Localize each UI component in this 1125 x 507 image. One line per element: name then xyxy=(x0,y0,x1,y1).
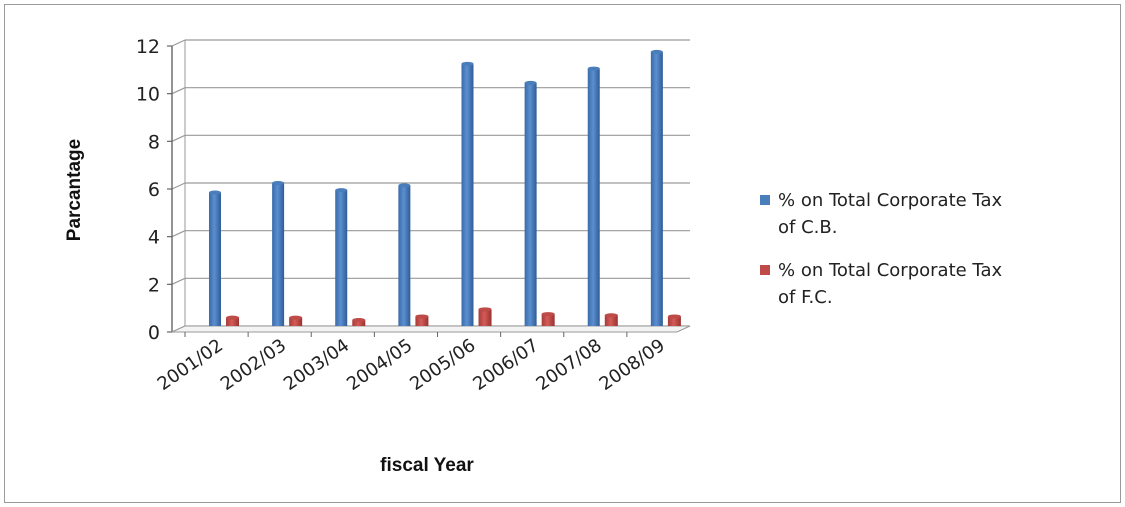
chart-floor xyxy=(171,325,691,333)
gridline-depth xyxy=(171,134,186,142)
bar-series1-2007/08 xyxy=(587,68,600,326)
bar-top-series2-2008/09 xyxy=(667,314,681,319)
legend-swatch-series2 xyxy=(760,265,770,275)
bar-series1-2004/05 xyxy=(398,185,411,326)
legend-label-series2: of F.C. xyxy=(778,287,833,308)
bar-series1-2008/09 xyxy=(650,51,663,327)
bar-series2-2008/09 xyxy=(667,316,681,326)
x-tick-label: 2005/06 xyxy=(406,335,479,395)
y-tick-label: 0 xyxy=(148,322,160,344)
bar-top-series1-2001/02 xyxy=(208,190,221,195)
bar-top-series2-2005/06 xyxy=(478,307,492,312)
bar-top-series1-2007/08 xyxy=(587,66,600,71)
bar-series2-2007/08 xyxy=(604,315,618,326)
x-tick-label: 2007/08 xyxy=(532,335,605,395)
x-tick-label: 2006/07 xyxy=(469,335,542,395)
axes xyxy=(167,40,691,337)
y-tick-label: 12 xyxy=(136,36,160,58)
y-tick-label: 6 xyxy=(148,179,160,201)
y-tick-label: 4 xyxy=(148,227,160,249)
bar-series1-2001/02 xyxy=(208,192,221,326)
x-tick-label: 2008/09 xyxy=(596,335,669,395)
x-tick-label: 2004/05 xyxy=(343,335,416,395)
x-tick-label: 2001/02 xyxy=(154,335,227,395)
bar-top-series2-2007/08 xyxy=(604,313,618,318)
bar-series2-2004/05 xyxy=(415,316,429,326)
bar-top-series2-2003/04 xyxy=(352,318,366,323)
gridline-depth xyxy=(171,277,186,285)
bar-series2-2001/02 xyxy=(226,317,240,326)
legend: % on Total Corporate Tax of C.B. % on Tota… xyxy=(760,190,1002,308)
gridline-depth xyxy=(171,230,186,238)
gridline-depth xyxy=(171,182,186,190)
bar-top-series2-2001/02 xyxy=(226,315,240,320)
bar-series2-2006/07 xyxy=(541,314,555,326)
y-tick-label: 8 xyxy=(148,131,160,153)
legend-label-series1: of C.B. xyxy=(778,217,837,238)
bar-top-series2-2004/05 xyxy=(415,314,429,319)
bar-series1-2006/07 xyxy=(524,82,537,327)
legend-label-series2: % on Total Corporate Tax xyxy=(778,260,1002,281)
y-tick-label: 2 xyxy=(148,274,160,296)
gridline-depth xyxy=(171,87,186,95)
legend-swatch-series1 xyxy=(760,195,770,205)
bar-series2-2005/06 xyxy=(478,309,492,326)
bar-series2-2003/04 xyxy=(352,320,366,326)
y-axis-title: Parcantage xyxy=(64,139,85,241)
bars xyxy=(208,49,681,327)
gridline-depth xyxy=(171,39,186,47)
bar-top-series1-2008/09 xyxy=(650,49,663,54)
bar-series1-2005/06 xyxy=(461,63,474,326)
bar-top-series1-2003/04 xyxy=(335,188,348,193)
x-tick-label: 2003/04 xyxy=(280,335,353,395)
bar-series1-2002/03 xyxy=(272,183,285,326)
y-tick-label: 10 xyxy=(136,84,160,106)
gridlines xyxy=(171,39,690,333)
bar-series1-2003/04 xyxy=(335,190,348,326)
bar-top-series2-2006/07 xyxy=(541,312,555,317)
x-tick-label: 2002/03 xyxy=(217,335,290,395)
bar-top-series1-2006/07 xyxy=(524,80,537,85)
bar-top-series1-2002/03 xyxy=(272,181,285,185)
legend-label-series1: % on Total Corporate Tax xyxy=(778,190,1002,211)
bar-series2-2002/03 xyxy=(289,317,303,326)
bar-top-series1-2005/06 xyxy=(461,61,474,66)
x-axis-title: fiscal Year xyxy=(380,455,474,476)
bar-top-series1-2004/05 xyxy=(398,183,411,188)
bar-top-series2-2002/03 xyxy=(289,315,303,320)
